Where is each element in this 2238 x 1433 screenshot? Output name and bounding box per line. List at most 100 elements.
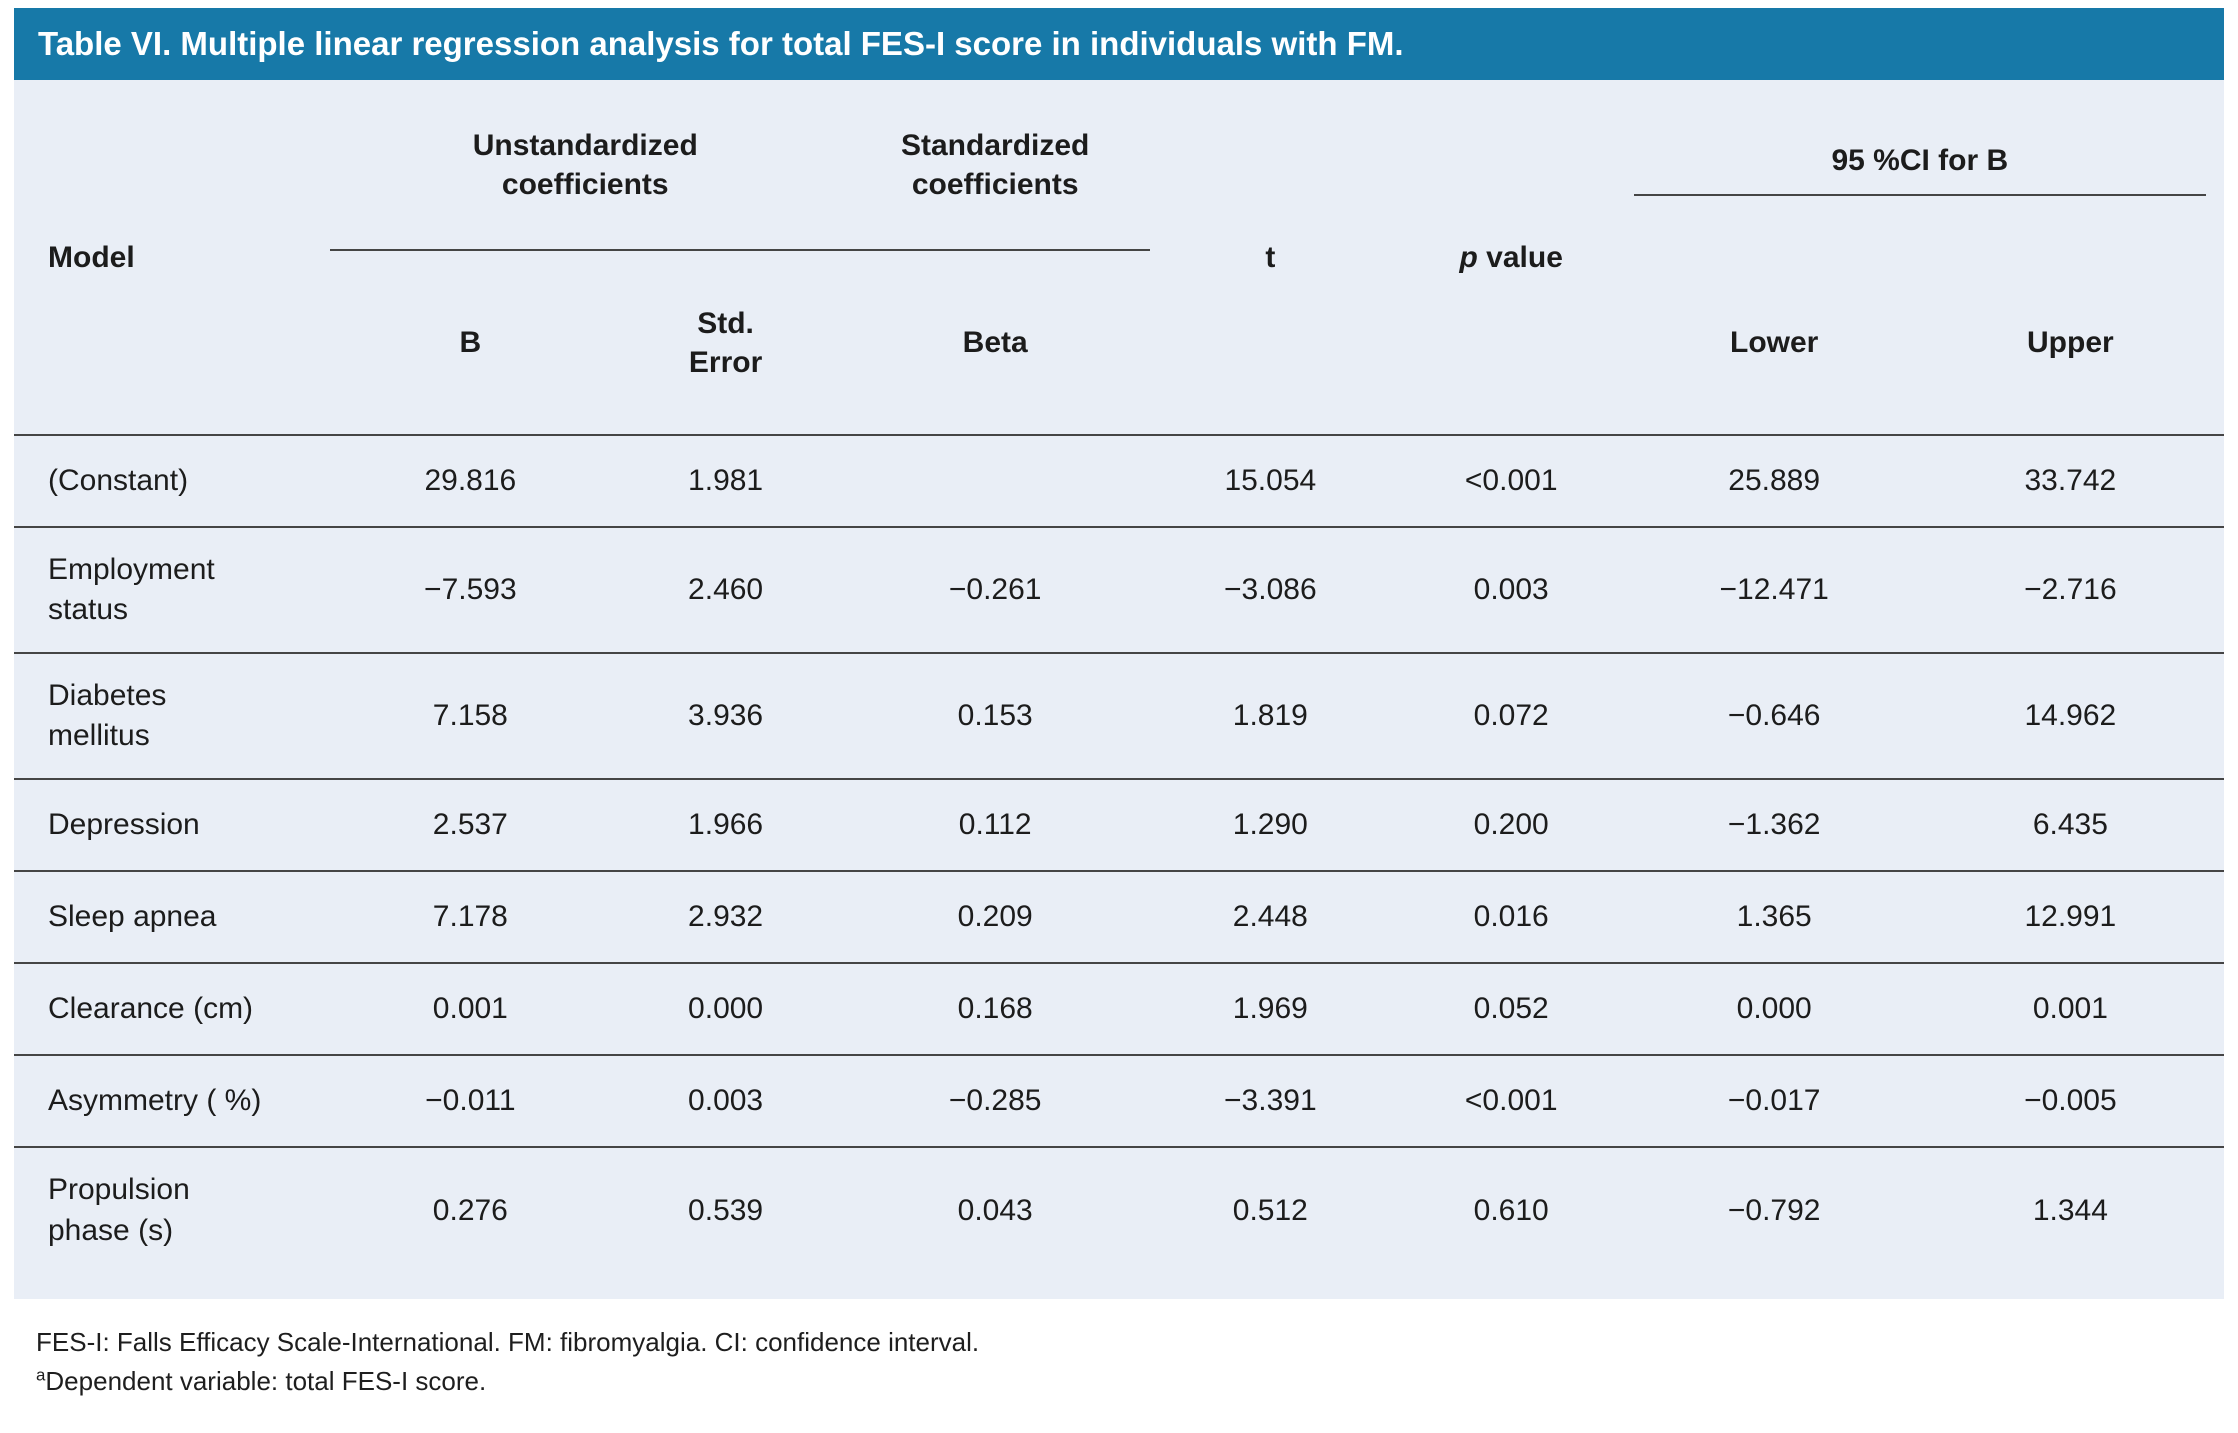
cell-b: 7.158 bbox=[330, 652, 611, 780]
row-label: Employment status bbox=[14, 526, 331, 654]
cell-upper: −2.716 bbox=[1916, 526, 2224, 654]
cell-beta: −0.285 bbox=[840, 1054, 1150, 1148]
column-header-beta: Beta bbox=[840, 250, 1150, 437]
cell-p: 0.003 bbox=[1390, 526, 1632, 654]
p-rest: value bbox=[1477, 240, 1563, 274]
row-label: Clearance (cm) bbox=[14, 962, 331, 1056]
cell-std-error: 0.003 bbox=[610, 1054, 841, 1148]
cell-lower: 1.365 bbox=[1631, 870, 1917, 964]
cell-t: 1.290 bbox=[1149, 778, 1391, 872]
cell-lower: −12.471 bbox=[1631, 526, 1917, 654]
p-italic: p bbox=[1459, 240, 1478, 274]
cell-t: −3.086 bbox=[1149, 526, 1391, 654]
cell-t: 1.819 bbox=[1149, 652, 1391, 780]
cell-beta: −0.261 bbox=[840, 526, 1150, 654]
table-body: (Constant) 29.816 1.981 15.054 <0.001 25… bbox=[14, 435, 2224, 1274]
cell-t: 15.054 bbox=[1224, 464, 1317, 498]
cell-upper: 6.435 bbox=[1916, 778, 2224, 872]
table-row: Propulsion phase (s) 0.276 0.539 0.043 0… bbox=[14, 1146, 2224, 1274]
cell-p: 0.052 bbox=[1390, 962, 1632, 1056]
cell-beta: 0.043 bbox=[840, 1146, 1150, 1274]
column-header-std-error: Std. Error bbox=[610, 250, 841, 437]
cell-lower: 0.000 bbox=[1631, 962, 1917, 1056]
footnotes: FES-I: Falls Efficacy Scale-Internationa… bbox=[36, 1325, 2224, 1399]
row-label: Sleep apnea bbox=[14, 870, 331, 964]
table-row: Depression 2.537 1.966 0.112 1.290 0.200… bbox=[14, 778, 2224, 872]
column-header-model: Model bbox=[14, 80, 331, 437]
group-header-unstandardized-label: Unstandardized coefficients bbox=[472, 128, 698, 201]
cell-lower: −1.362 bbox=[1631, 778, 1917, 872]
cell-t: 2.448 bbox=[1149, 870, 1391, 964]
row-label: Diabetes mellitus bbox=[14, 652, 331, 780]
cell-std-error: 1.966 bbox=[610, 778, 841, 872]
cell-t: 1.969 bbox=[1149, 962, 1391, 1056]
cell-b: 29.816 bbox=[424, 464, 517, 498]
cell-beta: 0.209 bbox=[840, 870, 1150, 964]
table-row: Sleep apnea 7.178 2.932 0.209 2.448 0.01… bbox=[14, 870, 2224, 964]
table-row: Diabetes mellitus 7.158 3.936 0.153 1.81… bbox=[14, 652, 2224, 780]
cell-b: 2.537 bbox=[330, 778, 611, 872]
cell-t: 0.512 bbox=[1149, 1146, 1391, 1274]
std-error-label: Std. Error bbox=[688, 306, 763, 379]
cell-beta bbox=[841, 435, 1150, 527]
column-header-upper: Upper bbox=[1916, 250, 2224, 437]
cell-beta: 0.153 bbox=[840, 652, 1150, 780]
regression-table: Model Unstandardized coefficients Standa… bbox=[14, 80, 2224, 1274]
cell-t: −3.391 bbox=[1149, 1054, 1391, 1148]
footnote-dependent-variable: aDependent variable: total FES-I score. bbox=[36, 1364, 2224, 1399]
cell-std-error: 1.981 bbox=[688, 464, 764, 498]
footnote-dependent-variable-text: Dependent variable: total FES-I score. bbox=[45, 1366, 487, 1397]
cell-p: <0.001 bbox=[1390, 1054, 1632, 1148]
table-row: Clearance (cm) 0.001 0.000 0.168 1.969 0… bbox=[14, 962, 2224, 1056]
row-label: Asymmetry ( %) bbox=[14, 1054, 331, 1148]
footnote-superscript: a bbox=[36, 1365, 46, 1385]
table-title: Table VI. Multiple linear regression ana… bbox=[38, 25, 1404, 62]
cell-beta: 0.112 bbox=[840, 778, 1150, 872]
cell-std-error: 0.539 bbox=[610, 1146, 841, 1274]
table-title-banner: Table VI. Multiple linear regression ana… bbox=[14, 8, 2224, 81]
cell-upper: −0.005 bbox=[1916, 1054, 2224, 1148]
group-header-unstandardized: Unstandardized coefficients bbox=[330, 80, 841, 252]
cell-lower: −0.646 bbox=[1631, 652, 1917, 780]
cell-lower: −0.017 bbox=[1631, 1054, 1917, 1148]
cell-p: 0.200 bbox=[1390, 778, 1632, 872]
group-header-standardized: Standardized coefficients bbox=[840, 80, 1150, 252]
row-label: Depression bbox=[14, 778, 331, 872]
cell-upper: 12.991 bbox=[1916, 870, 2224, 964]
cell-p: 0.072 bbox=[1390, 652, 1632, 780]
cell-upper: 0.001 bbox=[1916, 962, 2224, 1056]
cell-b: 0.001 bbox=[330, 962, 611, 1056]
group-header-ci-label: 95 %CI for B bbox=[1633, 135, 2206, 196]
cell-beta: 0.168 bbox=[840, 962, 1150, 1056]
cell-upper: 14.962 bbox=[1916, 652, 2224, 780]
table-row: Employment status −7.593 2.460 −0.261 −3… bbox=[14, 526, 2224, 654]
column-header-b: B bbox=[330, 250, 611, 437]
cell-b: −7.593 bbox=[330, 526, 611, 654]
table-row: (Constant) 29.816 1.981 15.054 <0.001 25… bbox=[14, 435, 2224, 527]
cell-p: <0.001 bbox=[1464, 464, 1558, 498]
cell-std-error: 2.932 bbox=[610, 870, 841, 964]
column-header-t: t bbox=[1149, 80, 1391, 437]
cell-p: 0.016 bbox=[1390, 870, 1632, 964]
cell-lower: −0.792 bbox=[1631, 1146, 1917, 1274]
cell-b: 7.178 bbox=[330, 870, 611, 964]
cell-lower: 25.889 bbox=[1728, 464, 1821, 498]
cell-p: 0.610 bbox=[1390, 1146, 1632, 1274]
cell-upper: 1.344 bbox=[1916, 1146, 2224, 1274]
row-label: (Constant) bbox=[48, 464, 189, 498]
header-sub-row: B Std. Error Beta Lower Upper bbox=[14, 250, 2224, 437]
cell-std-error: 3.936 bbox=[610, 652, 841, 780]
header-group-row: Model Unstandardized coefficients Standa… bbox=[14, 80, 2224, 437]
column-header-lower: Lower bbox=[1631, 250, 1917, 437]
column-header-p-value: p value bbox=[1390, 80, 1632, 437]
footnote-abbreviations: FES-I: Falls Efficacy Scale-Internationa… bbox=[36, 1327, 980, 1358]
row-label: Propulsion phase (s) bbox=[14, 1146, 331, 1274]
table-header: Model Unstandardized coefficients Standa… bbox=[14, 80, 2224, 437]
group-header-standardized-label: Standardized coefficients bbox=[901, 128, 1090, 201]
group-header-ci: 95 %CI for B bbox=[1632, 80, 2224, 250]
cell-b: −0.011 bbox=[330, 1054, 611, 1148]
cell-std-error: 2.460 bbox=[610, 526, 841, 654]
cell-std-error: 0.000 bbox=[610, 962, 841, 1056]
cell-b: 0.276 bbox=[330, 1146, 611, 1274]
